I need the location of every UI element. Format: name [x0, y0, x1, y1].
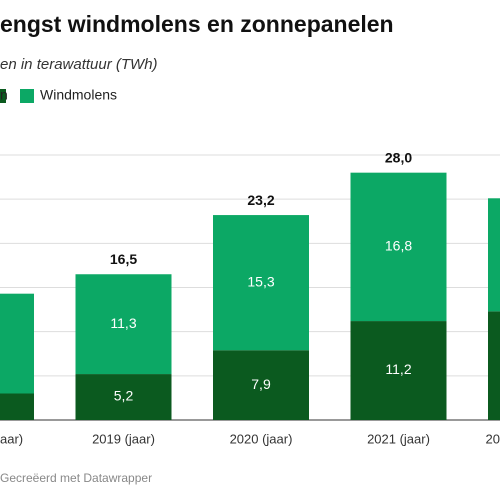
value-label: 16,8: [385, 238, 412, 254]
bar-segment: [213, 350, 309, 420]
chart-subtitle: en in terawattuur (TWh): [0, 56, 158, 73]
chart-title: engst windmolens en zonnepanelen: [0, 11, 394, 37]
legend-swatch: [0, 89, 6, 103]
value-label: 11,2: [385, 361, 411, 377]
value-label: 15,3: [247, 273, 274, 289]
x-tick-label: 2019 (jaar): [92, 431, 155, 446]
bar-segment: [213, 215, 309, 351]
legend-label: n: [0, 87, 8, 103]
bar-segment: [488, 198, 500, 312]
value-label: 11,3: [110, 315, 136, 331]
bar-segment: [0, 393, 34, 420]
bar-segment: [350, 172, 447, 322]
legend-label: Windmolens: [40, 87, 117, 103]
x-tick-label: 2020 (jaar): [230, 431, 293, 446]
bar-segment: [0, 293, 34, 394]
x-tick-label: aar): [0, 431, 23, 446]
bar-segment: [488, 311, 500, 420]
x-tick-label: 20: [486, 431, 500, 446]
footer: Gecreëerd met Datawrapper: [0, 471, 152, 485]
x-tick-label: 2021 (jaar): [367, 431, 430, 446]
total-label: 28,0: [385, 149, 412, 165]
value-label: 7,9: [251, 376, 271, 392]
bar-segment: [75, 274, 172, 375]
total-label: 16,5: [110, 251, 137, 267]
legend-swatch: [20, 89, 34, 103]
bar-segment: [350, 321, 447, 420]
total-label: 23,2: [247, 192, 274, 208]
value-label: 5,2: [114, 388, 134, 404]
bar-segment: [75, 374, 172, 420]
